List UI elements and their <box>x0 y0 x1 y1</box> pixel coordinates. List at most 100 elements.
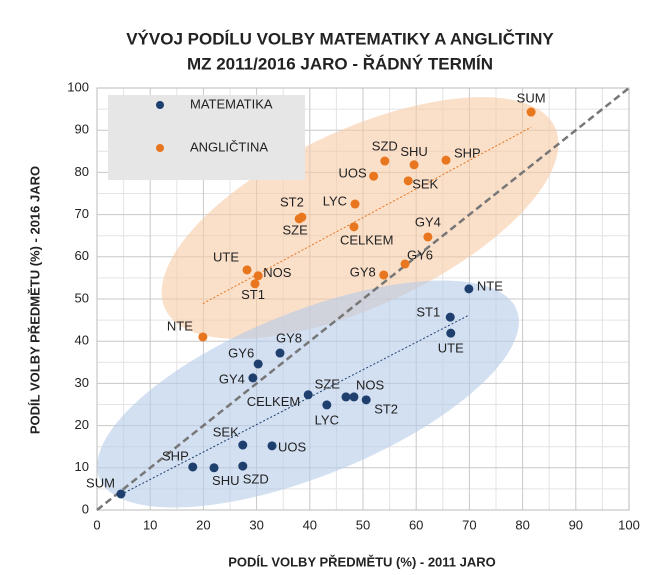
point-label: UOS <box>278 439 307 454</box>
legend-label: ANGLIČTINA <box>190 139 268 154</box>
y-axis-label: PODÍL VOLBY PŘEDMĚTU (%) - 2016 JARO <box>27 166 42 434</box>
point <box>209 463 219 473</box>
point <box>379 270 389 280</box>
point-label: ST2 <box>280 195 304 210</box>
plot-frame <box>96 87 630 511</box>
point-label: GY8 <box>276 330 302 345</box>
point-label: GY6 <box>228 345 254 360</box>
point <box>350 199 360 209</box>
point <box>267 441 277 451</box>
point-label: SHU <box>212 473 239 488</box>
point <box>238 461 248 471</box>
legend-label: MATEMATIKA <box>190 96 273 111</box>
plot: 0 10 20 30 40 50 60 70 80 90 100 0 10 20 30 40 50 60 70 80 9… <box>67 79 640 532</box>
point-label: SHP <box>454 146 481 161</box>
point <box>198 332 208 342</box>
point <box>400 259 410 269</box>
point <box>188 462 198 472</box>
point-label: ST1 <box>416 305 440 320</box>
point <box>297 212 307 222</box>
point <box>403 176 413 186</box>
point <box>423 232 433 242</box>
chart-title: VÝVOJ PODÍLU VOLBY MATEMATIKY A ANGLIČTI… <box>126 29 554 48</box>
y-tick-label: 70 <box>75 206 89 221</box>
x-tick-label: 30 <box>249 517 263 532</box>
point-label: LYC <box>323 193 347 208</box>
point-label: GY8 <box>350 264 376 279</box>
y-tick-label: 60 <box>75 248 89 263</box>
trendline <box>120 314 470 495</box>
point-label: SHP <box>162 448 189 463</box>
point-label: SEK <box>412 176 438 191</box>
point-label: UTE <box>438 341 464 356</box>
point-label: ST1 <box>241 287 265 302</box>
point <box>238 440 248 450</box>
x-tick-label: 50 <box>356 517 370 532</box>
point <box>526 107 536 117</box>
x-tick-label: 70 <box>462 517 476 532</box>
x-tick-label: 40 <box>303 517 317 532</box>
point-label: LYC <box>315 412 339 427</box>
point <box>242 265 252 275</box>
point-label: GY4 <box>219 371 245 386</box>
point-label: SUM <box>517 90 546 105</box>
legend-box <box>108 95 305 180</box>
point-label: NTE <box>167 318 193 333</box>
x-tick-label: 60 <box>409 517 423 532</box>
point-label: SZE <box>283 222 309 237</box>
x-tick-label: 20 <box>196 517 210 532</box>
legend-marker <box>156 101 164 109</box>
point-label: SZE <box>315 376 341 391</box>
point <box>349 222 359 232</box>
x-axis-label: PODÍL VOLBY PŘEDMĚTU (%) - 2011 JARO <box>228 554 496 569</box>
point <box>361 395 371 405</box>
y-tick-label: 20 <box>75 417 89 432</box>
x-tick-label: 100 <box>618 517 640 532</box>
y-tick-label: 100 <box>67 79 89 94</box>
point-label: CELKEM <box>247 394 300 409</box>
point-label: NOS <box>263 265 292 280</box>
point <box>409 160 419 170</box>
point-label: NOS <box>356 377 385 392</box>
y-tick-label: 50 <box>75 290 89 305</box>
point <box>369 171 379 181</box>
point <box>303 390 313 400</box>
point-label: SHU <box>400 144 427 159</box>
point-label: CELKEM <box>340 232 393 247</box>
y-tick-label: 80 <box>75 164 89 179</box>
point <box>341 392 351 402</box>
point <box>446 328 456 338</box>
point-label: SUM <box>86 475 115 490</box>
point-label: UOS <box>338 166 367 181</box>
y-tick-label: 90 <box>75 122 89 137</box>
point <box>253 271 263 281</box>
point-label: SZD <box>372 138 398 153</box>
point <box>349 392 359 402</box>
point <box>248 373 258 383</box>
point-label: NTE <box>477 278 503 293</box>
y-tick-label: 40 <box>75 333 89 348</box>
point-label: SZD <box>243 472 269 487</box>
point <box>250 279 260 289</box>
point <box>441 155 451 165</box>
x-tick-label: 90 <box>569 517 583 532</box>
point-label: ST2 <box>374 401 398 416</box>
point-label: GY4 <box>415 214 441 229</box>
y-tick-label: 30 <box>75 375 89 390</box>
point <box>253 359 263 369</box>
point-label: SEK <box>213 424 239 439</box>
chart-subtitle: MZ 2011/2016 JARO - ŘÁDNÝ TERMÍN <box>187 54 493 73</box>
x-tick-label: 0 <box>93 517 100 532</box>
point <box>322 400 332 410</box>
point-label: UTE <box>213 249 239 264</box>
point-label: GY6 <box>407 247 433 262</box>
point <box>380 156 390 166</box>
y-tick-label: 0 <box>82 501 89 516</box>
point <box>275 348 285 358</box>
point <box>464 284 474 294</box>
x-tick-label: 10 <box>143 517 157 532</box>
legend-marker <box>156 144 164 152</box>
point <box>116 489 126 499</box>
y-tick-label: 10 <box>75 459 89 474</box>
